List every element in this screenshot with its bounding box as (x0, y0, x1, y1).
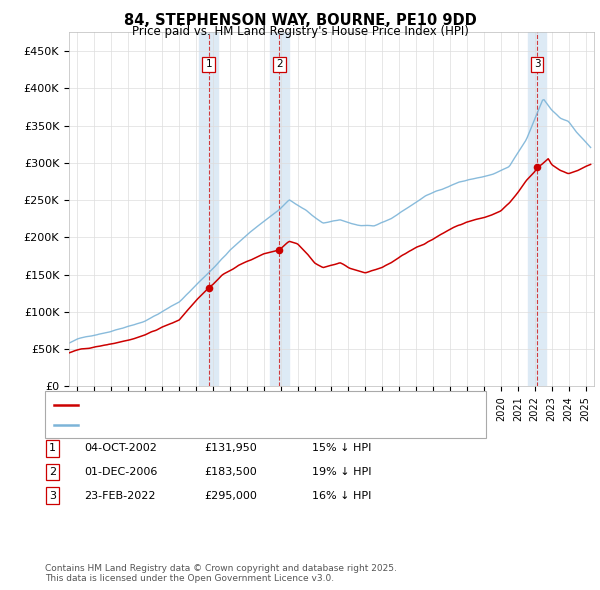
Point (532, 162, 542, 171)
Text: 19% ↓ HPI: 19% ↓ HPI (312, 467, 371, 477)
Bar (270, 32, 289, 386)
Text: 1: 1 (205, 60, 212, 70)
Text: 15% ↓ HPI: 15% ↓ HPI (312, 444, 371, 453)
Text: 23-FEB-2022: 23-FEB-2022 (84, 491, 155, 500)
Point (204, 283, 214, 293)
Text: HPI: Average price, detached house, South Kesteven: HPI: Average price, detached house, Sout… (84, 419, 358, 430)
Text: Contains HM Land Registry data © Crown copyright and database right 2025.
This d: Contains HM Land Registry data © Crown c… (45, 563, 397, 583)
Text: 3: 3 (534, 60, 541, 70)
Text: 04-OCT-2002: 04-OCT-2002 (84, 444, 157, 453)
Text: £131,950: £131,950 (204, 444, 257, 453)
Text: 2: 2 (49, 467, 56, 477)
Text: 2: 2 (276, 60, 283, 70)
Text: Price paid vs. HM Land Registry's House Price Index (HPI): Price paid vs. HM Land Registry's House … (131, 25, 469, 38)
Text: £183,500: £183,500 (204, 467, 257, 477)
Point (275, 245, 284, 254)
Text: 01-DEC-2006: 01-DEC-2006 (84, 467, 157, 477)
Text: 84, STEPHENSON WAY, BOURNE, PE10 9DD (detached house): 84, STEPHENSON WAY, BOURNE, PE10 9DD (de… (84, 400, 404, 409)
Text: 84, STEPHENSON WAY, BOURNE, PE10 9DD: 84, STEPHENSON WAY, BOURNE, PE10 9DD (124, 13, 476, 28)
Bar (528, 32, 547, 386)
Text: £295,000: £295,000 (204, 491, 257, 500)
Bar (199, 32, 218, 386)
Text: 16% ↓ HPI: 16% ↓ HPI (312, 491, 371, 500)
Text: 1: 1 (49, 444, 56, 453)
Text: 3: 3 (49, 491, 56, 500)
